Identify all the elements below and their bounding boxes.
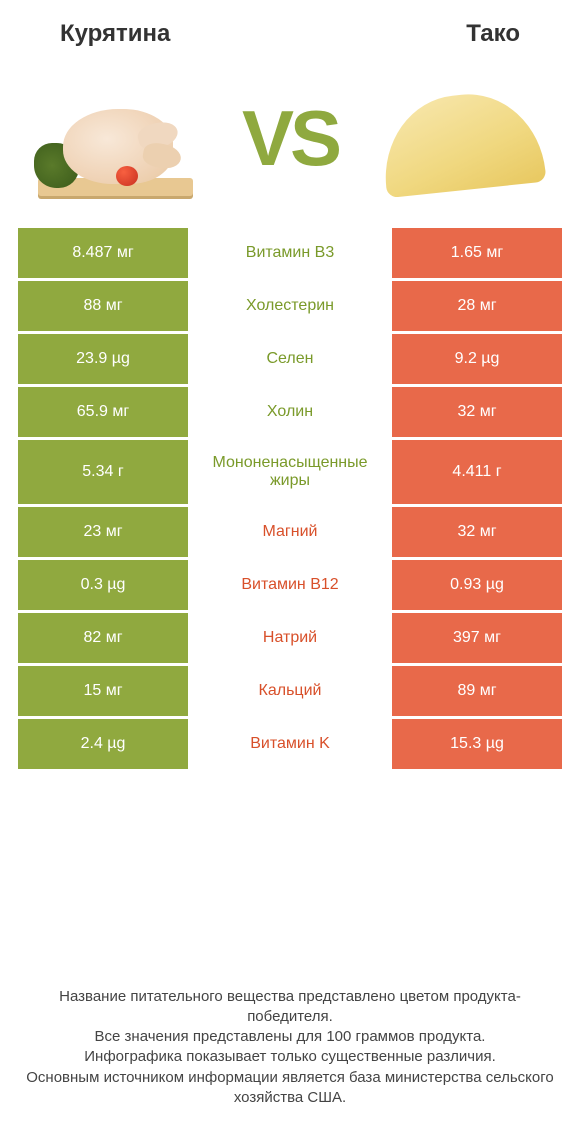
footer-line: Основным источником информации является …	[24, 1068, 556, 1109]
nutrient-label: Холестерин	[188, 281, 392, 331]
chicken-image	[28, 68, 208, 208]
table-row: 15 мгКальций89 мг	[18, 666, 562, 716]
value-right: 9.2 µg	[392, 334, 562, 384]
nutrient-label: Витамин K	[188, 719, 392, 769]
nutrient-label: Натрий	[188, 613, 392, 663]
value-left: 82 мг	[18, 613, 188, 663]
table-row: 88 мгХолестерин28 мг	[18, 281, 562, 331]
comparison-table: 8.487 мгВитамин B31.65 мг88 мгХолестерин…	[0, 228, 580, 769]
table-row: 23.9 µgСелен9.2 µg	[18, 334, 562, 384]
value-left: 2.4 µg	[18, 719, 188, 769]
value-left: 5.34 г	[18, 440, 188, 504]
table-row: 82 мгНатрий397 мг	[18, 613, 562, 663]
value-right: 28 мг	[392, 281, 562, 331]
value-right: 32 мг	[392, 507, 562, 557]
nutrient-label: Холин	[188, 387, 392, 437]
footer-line: Все значения представлены для 100 граммо…	[24, 1027, 556, 1047]
taco-image	[372, 68, 552, 208]
footer-line: Инфографика показывает только существенн…	[24, 1047, 556, 1067]
value-left: 65.9 мг	[18, 387, 188, 437]
value-left: 15 мг	[18, 666, 188, 716]
value-left: 88 мг	[18, 281, 188, 331]
table-row: 5.34 гМононенасыщенные жиры4.411 г	[18, 440, 562, 504]
value-left: 23.9 µg	[18, 334, 188, 384]
nutrient-label: Витамин B3	[188, 228, 392, 278]
title-right: Тако	[466, 20, 520, 48]
vs-label: VS	[242, 93, 338, 184]
value-right: 1.65 мг	[392, 228, 562, 278]
nutrient-label: Мононенасыщенные жиры	[188, 440, 392, 504]
value-left: 8.487 мг	[18, 228, 188, 278]
nutrient-label: Магний	[188, 507, 392, 557]
header: Курятина Тако	[0, 0, 580, 58]
footer-note: Название питательного вещества представл…	[0, 957, 580, 1144]
nutrient-label: Витамин B12	[188, 560, 392, 610]
nutrient-label: Селен	[188, 334, 392, 384]
table-row: 8.487 мгВитамин B31.65 мг	[18, 228, 562, 278]
image-row: VS	[0, 58, 580, 228]
value-right: 89 мг	[392, 666, 562, 716]
footer-line: Название питательного вещества представл…	[24, 987, 556, 1028]
value-left: 0.3 µg	[18, 560, 188, 610]
value-right: 397 мг	[392, 613, 562, 663]
table-row: 65.9 мгХолин32 мг	[18, 387, 562, 437]
table-row: 23 мгМагний32 мг	[18, 507, 562, 557]
table-row: 2.4 µgВитамин K15.3 µg	[18, 719, 562, 769]
value-left: 23 мг	[18, 507, 188, 557]
value-right: 4.411 г	[392, 440, 562, 504]
value-right: 15.3 µg	[392, 719, 562, 769]
nutrient-label: Кальций	[188, 666, 392, 716]
table-row: 0.3 µgВитамин B120.93 µg	[18, 560, 562, 610]
value-right: 0.93 µg	[392, 560, 562, 610]
title-left: Курятина	[60, 20, 170, 48]
value-right: 32 мг	[392, 387, 562, 437]
